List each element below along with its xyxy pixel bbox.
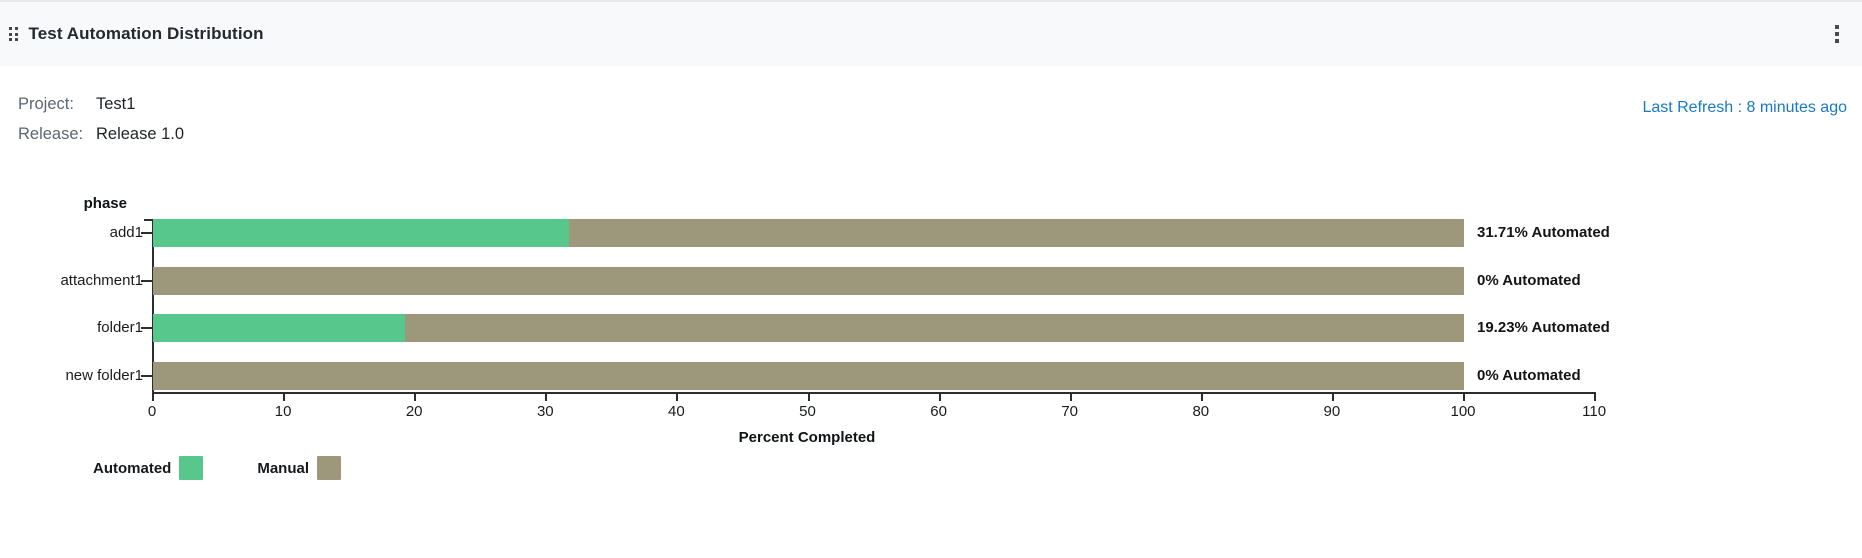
x-axis-tick-label: 20 bbox=[405, 403, 423, 420]
legend-swatch bbox=[317, 456, 342, 480]
legend-item-manual[interactable]: Manual bbox=[257, 456, 342, 480]
y-axis-line bbox=[152, 219, 154, 400]
release-value: Release 1.0 bbox=[96, 125, 185, 143]
bar-value-label: 19.23% Automated bbox=[1477, 319, 1610, 336]
release-row: Release: Release 1.0 bbox=[18, 124, 184, 145]
x-axis-tick-label: 40 bbox=[668, 403, 685, 420]
legend-swatch bbox=[179, 456, 204, 480]
bar-row-folder1 bbox=[153, 314, 1464, 342]
bar-value-label: 31.71% Automated bbox=[1477, 224, 1610, 241]
y-axis-cap-tick bbox=[144, 219, 153, 221]
bar-row-add1 bbox=[153, 219, 1464, 247]
x-axis-tick bbox=[1594, 394, 1597, 401]
drag-handle-icon[interactable] bbox=[9, 27, 18, 41]
x-axis-tick bbox=[938, 394, 941, 401]
y-axis-tick bbox=[141, 280, 152, 282]
bar-segment-automated[interactable] bbox=[153, 314, 406, 342]
chart-legend: Automated Manual bbox=[93, 456, 342, 480]
bar-segment-automated[interactable] bbox=[153, 219, 569, 247]
x-axis-tick bbox=[1200, 394, 1203, 401]
x-axis-tick bbox=[545, 394, 548, 401]
widget-title: Test Automation Distribution bbox=[28, 24, 264, 43]
x-axis-tick-label: 30 bbox=[536, 403, 554, 420]
x-axis-title: Percent Completed bbox=[738, 429, 876, 446]
y-axis-title: phase bbox=[83, 195, 127, 212]
bar-segment-manual[interactable] bbox=[153, 362, 1464, 390]
x-axis-tick bbox=[676, 394, 679, 401]
widget-info: Project: Test1 Release: Release 1.0 bbox=[18, 94, 184, 154]
bar-row-attachment1 bbox=[153, 267, 1464, 295]
x-axis-tick-label: 60 bbox=[930, 403, 947, 420]
x-axis-tick-label: 110 bbox=[1582, 403, 1607, 420]
last-refresh-status: Last Refresh : 8 minutes ago bbox=[1642, 99, 1847, 116]
x-axis-tick-label: 0 bbox=[147, 403, 157, 420]
x-axis-tick bbox=[152, 394, 154, 401]
legend-item-automated[interactable]: Automated bbox=[93, 456, 204, 480]
x-axis-tick-label: 10 bbox=[274, 403, 292, 420]
bar-value-label: 0% Automated bbox=[1477, 272, 1581, 289]
y-axis-tick bbox=[141, 232, 152, 234]
legend-label: Automated bbox=[93, 459, 172, 477]
project-value: Test1 bbox=[96, 95, 136, 113]
bar-value-label: 0% Automated bbox=[1477, 367, 1581, 384]
x-axis-tick-label: 70 bbox=[1061, 403, 1079, 420]
x-axis-tick-label: 90 bbox=[1323, 403, 1341, 420]
x-axis-tick bbox=[283, 394, 286, 401]
release-label: Release: bbox=[18, 125, 84, 143]
category-label: folder1 bbox=[97, 319, 143, 336]
y-axis-tick bbox=[141, 327, 152, 329]
category-label: attachment1 bbox=[60, 272, 143, 289]
bar-segment-manual[interactable] bbox=[568, 219, 1464, 247]
widget-header: Test Automation Distribution bbox=[0, 0, 1862, 66]
x-axis-tick bbox=[1331, 394, 1334, 401]
kebab-menu-icon[interactable] bbox=[1828, 20, 1847, 49]
y-axis-tick bbox=[141, 375, 152, 377]
category-label: add1 bbox=[109, 224, 143, 241]
x-axis-tick bbox=[1463, 394, 1465, 401]
x-axis-tick bbox=[1069, 394, 1072, 401]
category-label: new folder1 bbox=[65, 367, 143, 384]
x-axis-tick-label: 100 bbox=[1450, 403, 1476, 420]
x-axis-tick-label: 80 bbox=[1192, 403, 1210, 420]
project-label: Project: bbox=[18, 95, 74, 113]
bar-segment-manual[interactable] bbox=[153, 267, 1464, 295]
x-axis-tick bbox=[807, 394, 810, 401]
x-axis-line bbox=[152, 392, 1596, 394]
project-row: Project: Test1 bbox=[18, 94, 184, 115]
x-axis-tick-label: 50 bbox=[799, 403, 816, 420]
bar-segment-manual[interactable] bbox=[405, 314, 1464, 342]
bar-row-new-folder1 bbox=[153, 362, 1464, 390]
legend-label: Manual bbox=[257, 459, 310, 477]
x-axis-tick bbox=[414, 394, 417, 401]
